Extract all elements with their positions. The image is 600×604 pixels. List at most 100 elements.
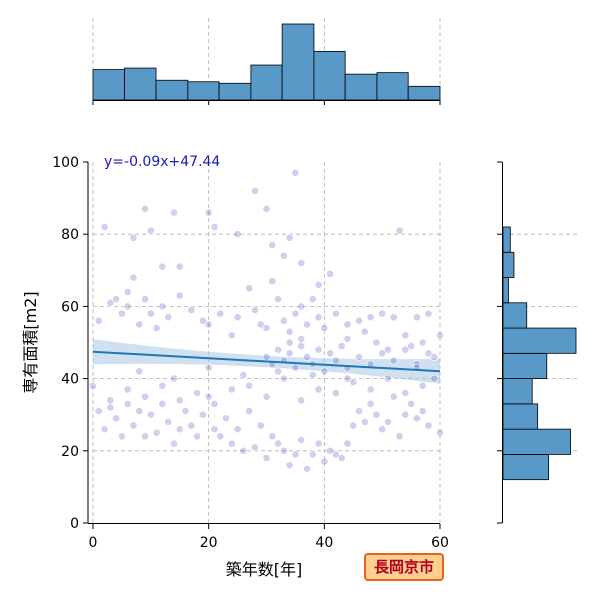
scatter-point — [141, 295, 149, 304]
scatter-point — [210, 425, 219, 434]
scatter-point — [378, 309, 387, 318]
x-tick-label: 0 — [89, 535, 98, 551]
scatter-point — [233, 425, 242, 434]
scatter-point — [227, 331, 236, 340]
scatter-point — [291, 168, 300, 177]
scatter-point — [158, 399, 167, 408]
scatter-point — [175, 262, 184, 271]
scatter-point — [372, 410, 381, 419]
scatter-point — [331, 309, 340, 318]
scatter-point — [389, 356, 398, 365]
scatter-point — [314, 385, 323, 394]
scatter-point — [164, 418, 173, 426]
scatter-point — [181, 407, 190, 415]
x-tick-label: 40 — [315, 535, 333, 551]
scatter-point — [170, 439, 178, 448]
scatter-point — [146, 309, 155, 318]
scatter-point — [251, 306, 259, 314]
scatter-point — [279, 251, 288, 260]
scatter-point — [164, 313, 173, 322]
scatter-point — [360, 418, 369, 426]
scatter-point — [349, 421, 358, 430]
scatter-point — [412, 313, 421, 322]
scatter-point — [424, 349, 433, 358]
scatter-point — [216, 432, 225, 441]
scatter-point — [314, 313, 323, 322]
scatter-point — [389, 313, 398, 322]
scatter-point — [152, 324, 161, 332]
scatter-point — [291, 450, 300, 459]
scatter-point — [135, 367, 144, 376]
right-hist-bar — [502, 251, 515, 278]
scatter-point — [100, 425, 109, 434]
scatter-point — [94, 407, 103, 415]
scatter-point — [297, 436, 306, 444]
scatter-point — [262, 205, 271, 213]
scatter-point — [285, 233, 294, 242]
scatter-point — [343, 334, 352, 343]
scatter-point — [251, 186, 259, 195]
scatter-point — [262, 353, 271, 361]
top-hist-bar — [92, 69, 125, 101]
scatter-point — [337, 342, 346, 351]
top-hist-bar — [250, 64, 283, 101]
scatter-point — [401, 345, 410, 354]
scatter-point — [106, 403, 115, 412]
regression-equation-label: y=-0.09x+47.44 — [104, 154, 220, 170]
scatter-point — [210, 399, 219, 408]
right-hist-bar — [502, 327, 577, 354]
scatter-point — [378, 349, 387, 358]
y-tick-label: 40 — [61, 372, 79, 388]
x-tick-label: 20 — [200, 535, 218, 551]
scatter-point — [256, 320, 265, 329]
scatter-point — [146, 410, 155, 419]
scatter-point — [372, 338, 381, 347]
scatter-point — [366, 385, 375, 394]
scatter-point — [343, 320, 352, 329]
scatter-point — [291, 363, 300, 372]
top-hist-bar — [344, 73, 378, 101]
scatter-point — [285, 338, 294, 347]
right-hist-bar — [502, 428, 571, 455]
scatter-point — [118, 309, 126, 318]
scatter-point — [297, 396, 306, 405]
scatter-point — [210, 223, 219, 231]
scatter-point — [239, 446, 248, 455]
scatter-point — [378, 425, 387, 434]
scatter-point — [89, 381, 97, 390]
scatter-point — [418, 407, 427, 415]
scatter-point — [320, 367, 329, 376]
scatter-point — [268, 432, 277, 441]
top-hist-bar — [155, 79, 189, 101]
scatter-point — [384, 374, 392, 383]
scatter-point — [187, 421, 196, 430]
scatter-point — [430, 374, 439, 383]
scatter-point — [279, 374, 288, 383]
scatter-point — [343, 439, 352, 448]
scatter-point — [285, 349, 294, 358]
scatter-point — [94, 316, 103, 325]
right-hist-bar — [502, 302, 528, 329]
scatter-point — [123, 385, 132, 394]
scatter-point — [245, 381, 254, 390]
scatter-point — [198, 410, 207, 419]
scatter-point — [262, 392, 271, 401]
top-hist-bar — [187, 81, 220, 101]
scatter-point — [268, 241, 277, 249]
scatter-point — [297, 342, 306, 351]
scatter-point — [401, 331, 410, 340]
right-hist-bar — [502, 454, 550, 481]
scatter-point — [326, 349, 335, 358]
scatter-point — [135, 407, 144, 415]
scatter-point — [123, 302, 132, 311]
x-tick-label: 60 — [431, 535, 449, 551]
scatter-point — [112, 414, 121, 423]
top-hist-bar — [407, 85, 441, 101]
y-axis-label: 専有面積[m2] — [21, 291, 40, 393]
scatter-point — [303, 464, 311, 473]
scatter-point — [424, 309, 433, 318]
scatter-point — [256, 421, 265, 430]
scatter-point — [268, 277, 277, 286]
scatter-point — [326, 270, 335, 278]
scatter-point — [418, 381, 427, 390]
